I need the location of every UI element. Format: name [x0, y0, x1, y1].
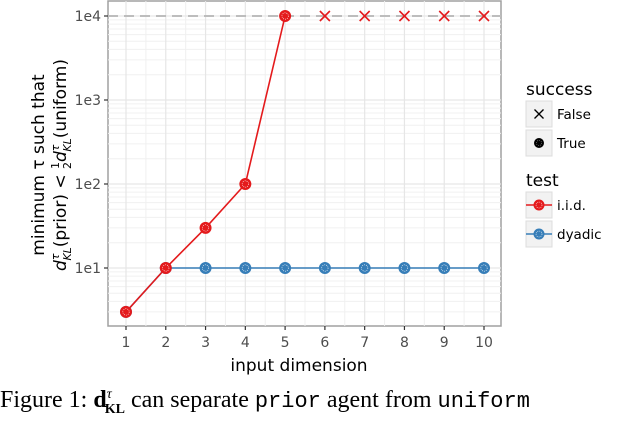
- caption-uniform: uniform: [437, 389, 530, 414]
- y-tick-label: 1e4: [75, 9, 102, 25]
- data-point-ring: [122, 308, 130, 316]
- legend-label-iid: i.i.d.: [557, 198, 586, 214]
- data-point-cross: [398, 10, 411, 22]
- caption-prior: prior: [254, 389, 321, 414]
- caption-symbol: dτKL: [93, 387, 125, 417]
- data-point-cross: [359, 10, 371, 22]
- legend-title-success: success: [526, 80, 593, 100]
- data-point: [199, 221, 212, 234]
- series-line-dyadic: [125, 267, 484, 313]
- data-point: [398, 262, 411, 274]
- x-tick-label: 6: [320, 335, 329, 351]
- x-tick-label: 3: [201, 335, 210, 351]
- x-tick-label: 8: [400, 335, 409, 351]
- data-point: [358, 262, 371, 274]
- y-tick-label: 1e3: [75, 93, 101, 109]
- legend: success False True test i.i.d.: [525, 80, 602, 248]
- data-point-ring: [241, 180, 249, 188]
- y-axis-title: minimum τ such that dτKL(prior) < 12dτKL…: [29, 59, 74, 271]
- data-point: [438, 262, 451, 274]
- data-point-ring: [321, 264, 329, 272]
- data-point: [239, 178, 252, 190]
- data-point-ring: [281, 12, 289, 20]
- legend-title-test: test: [526, 171, 559, 191]
- x-tick-label: 4: [241, 335, 250, 351]
- x-tick-label: 1: [122, 335, 131, 351]
- y-axis-title-line1: minimum τ such that: [29, 74, 49, 256]
- y-tick-label: 1e1: [75, 261, 101, 277]
- data-point: [239, 262, 252, 274]
- data-point: [279, 262, 292, 274]
- data-point-ring: [440, 264, 448, 272]
- legend-label-false: False: [557, 107, 591, 123]
- data-point-ring: [480, 264, 488, 272]
- data-point-ring: [400, 264, 408, 272]
- iid-marker-icon: [533, 199, 545, 211]
- data-point-cross: [438, 10, 450, 22]
- x-tick-label: 5: [281, 335, 290, 351]
- data-point-ring: [361, 264, 369, 272]
- legend-entry-dyadic: dyadic: [525, 220, 602, 248]
- data-point-cross: [319, 10, 331, 22]
- data-point: [159, 262, 172, 274]
- legend-entry-iid: i.i.d.: [525, 191, 586, 219]
- legend-entry-true: True: [525, 129, 586, 157]
- legend-entry-false: False: [525, 100, 591, 128]
- y-axis-ticks: 1e1 1e2 1e3 1e4: [75, 9, 108, 277]
- data-point: [279, 10, 292, 22]
- grid-minor: [108, 1, 501, 326]
- legend-label-true: True: [556, 136, 586, 152]
- data-point-ring: [241, 264, 249, 272]
- data-point-cross: [478, 10, 490, 22]
- data-point-ring: [202, 264, 210, 272]
- x-tick-label: 2: [161, 335, 170, 351]
- dyadic-marker-icon: [533, 228, 545, 240]
- x-axis-title: input dimension: [230, 356, 367, 376]
- data-point-ring: [162, 264, 170, 272]
- x-tick-label: 10: [475, 335, 493, 351]
- series-points: [120, 10, 490, 318]
- data-point: [120, 305, 132, 318]
- filled-circle-icon: [534, 138, 544, 148]
- data-point: [478, 262, 490, 274]
- caption-prefix: Figure 1:: [0, 387, 94, 413]
- data-point-ring: [202, 224, 210, 232]
- figure-caption: Figure 1: dτKL can separate prior agent …: [0, 387, 530, 417]
- y-axis-title-line2: dτKL(prior) < 12dτKL(uniform): [49, 59, 74, 271]
- x-axis-ticks: 1 2 3 4 5 6 7 8 9 10: [122, 326, 493, 351]
- data-point-ring: [281, 264, 289, 272]
- y-tick-label: 1e2: [75, 177, 101, 193]
- cross-icon: [534, 109, 544, 119]
- chart: 1 2 3 4 5 6 7 8 9 10 1e1 1e2 1e3 1e4 input dimension…: [29, 0, 602, 376]
- data-point: [199, 262, 212, 274]
- data-point: [318, 262, 331, 274]
- legend-label-dyadic: dyadic: [557, 227, 602, 243]
- x-tick-label: 7: [360, 335, 369, 351]
- x-tick-label: 9: [440, 335, 449, 351]
